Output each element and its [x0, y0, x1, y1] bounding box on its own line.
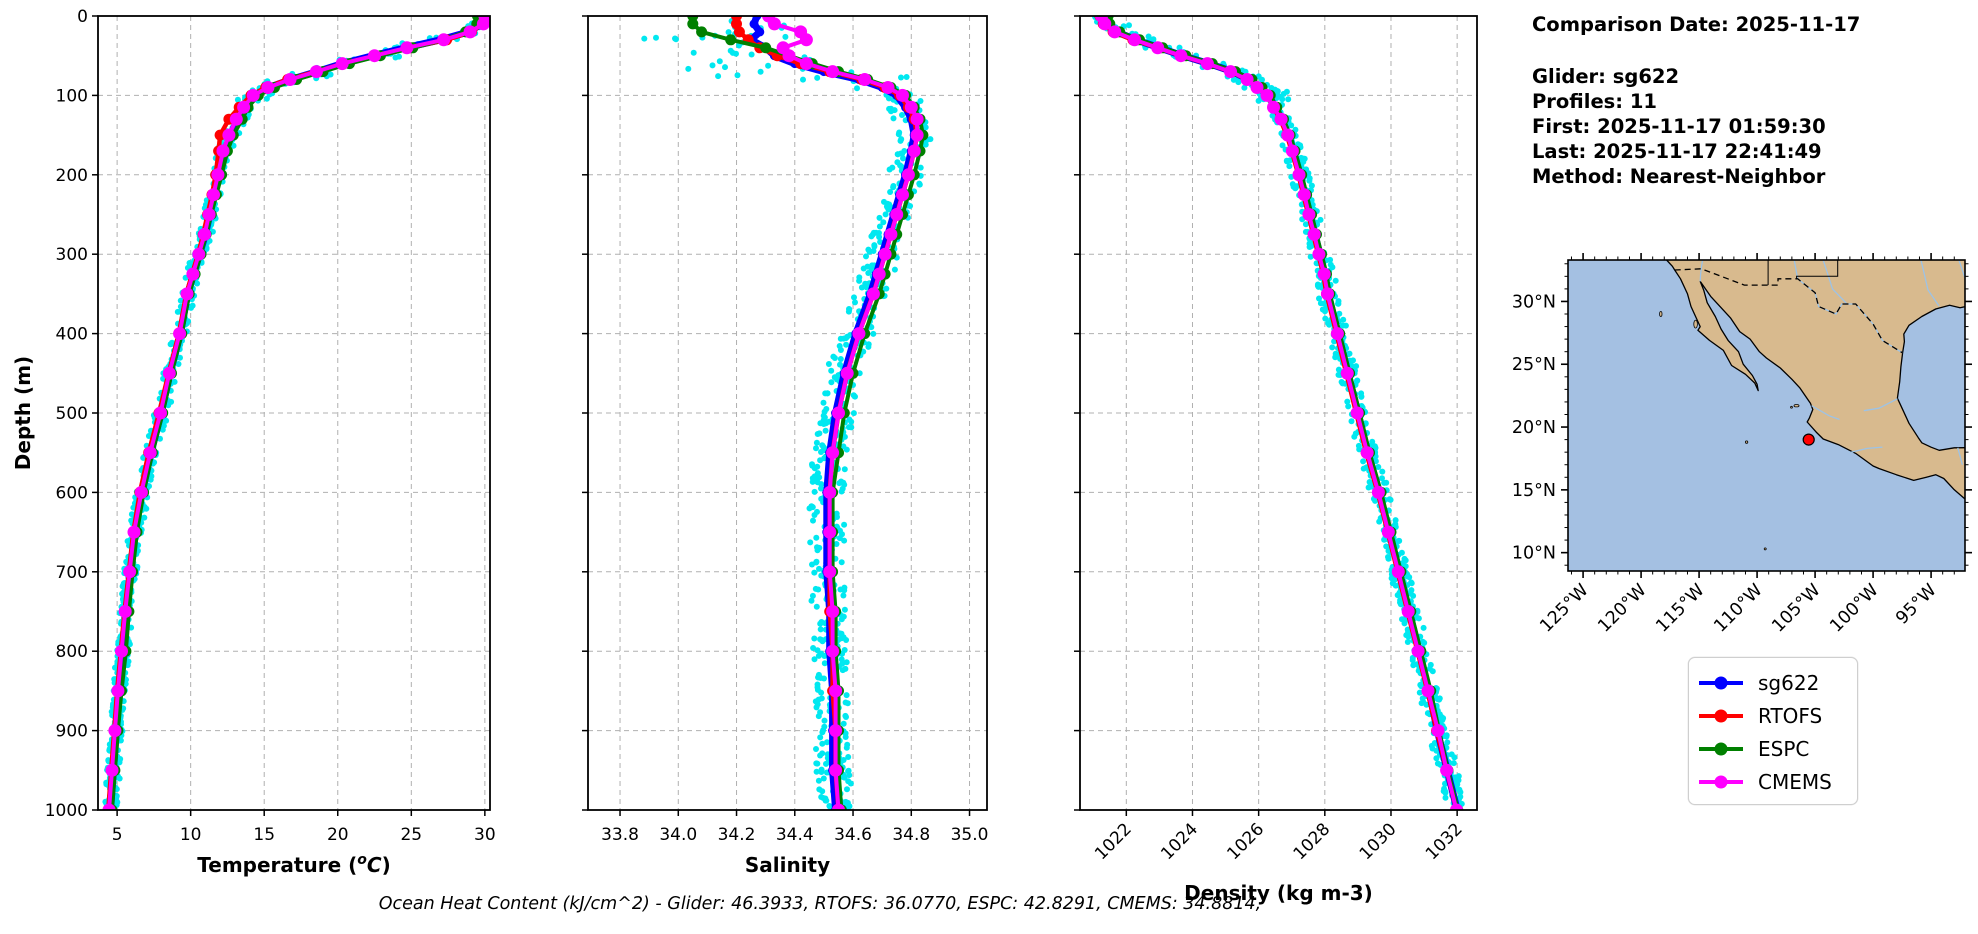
info-gap: [1532, 37, 1860, 64]
salinity-plot: 33.8 34.0 34.2 34.4 34.6 34.8 35.0 Salinity: [582, 15, 988, 877]
map-lon-label: 125°W: [1536, 580, 1592, 636]
svg-text:34.0: 34.0: [659, 825, 697, 845]
density-tick-labels: 1022 1024 1026 1028 1030 1032: [1091, 819, 1467, 864]
svg-text:1024: 1024: [1157, 819, 1202, 864]
legend-label: ESPC: [1758, 736, 1810, 761]
svg-text:15: 15: [253, 825, 275, 845]
legend-label: RTOFS: [1758, 703, 1823, 728]
map-lon-label: 110°W: [1710, 580, 1766, 636]
svg-text:200: 200: [56, 166, 88, 186]
svg-text:30: 30: [474, 825, 496, 845]
temperature-plot: 5 10 15 20 25 3001002003004005006007008009001…: [11, 7, 496, 877]
map-state-borders: [1767, 260, 1839, 286]
svg-text:25: 25: [400, 825, 422, 845]
legend-item-sg622: sg622: [1697, 666, 1847, 699]
temperature-tick-labels: 5 10 15 20 25 3001002003004005006007008009001…: [45, 7, 496, 845]
temperature-series-CMEMS: [102, 16, 490, 810]
svg-text:34.6: 34.6: [834, 825, 872, 845]
svg-text:5: 5: [112, 825, 123, 845]
svg-text:1022: 1022: [1091, 819, 1136, 864]
legend-label: CMEMS: [1758, 769, 1832, 794]
map-lon-label: 95°W: [1892, 580, 1940, 628]
svg-text:700: 700: [56, 563, 88, 583]
svg-text:800: 800: [56, 642, 88, 662]
profiles-count-text: Profiles: 11: [1532, 90, 1657, 113]
salinity-series-CMEMS: [762, 16, 924, 810]
svg-text:35.0: 35.0: [951, 825, 989, 845]
svg-text:1032: 1032: [1422, 819, 1467, 864]
density-xlabel: Density (kg m-3): [1184, 881, 1373, 905]
svg-text:10: 10: [180, 825, 202, 845]
svg-text:1028: 1028: [1290, 819, 1335, 864]
legend-marker-sg622: [1699, 676, 1743, 689]
map-us-mexico-border: [1674, 268, 1903, 354]
density-plot: 1022 1024 1026 1028 1030 1032 Density (kg m-3): [1074, 15, 1478, 905]
salinity-tick-labels: 33.8 34.0 34.2 34.4 34.6 34.8 35.0: [601, 825, 988, 845]
map-lat-label: 15°N: [1512, 481, 1556, 501]
legend-item-CMEMS: CMEMS: [1697, 765, 1847, 798]
ocean-heat-content-caption: Ocean Heat Content (kJ/cm^2) - Glider: 4…: [378, 894, 1262, 914]
salinity-glider-raw-scatter: [641, 16, 934, 810]
map-land: [1665, 260, 1965, 500]
map-lon-label: 120°W: [1594, 580, 1650, 636]
map-frame: [1567, 259, 1966, 572]
svg-text:100: 100: [56, 86, 88, 106]
legend-marker-RTOFS: [1699, 709, 1743, 722]
svg-text:1030: 1030: [1356, 819, 1401, 864]
svg-text:900: 900: [56, 722, 88, 742]
glider-position-marker: [1802, 433, 1815, 446]
density-series-CMEMS: [1095, 16, 1463, 810]
last-profile-text: Last: 2025-11-17 22:41:49: [1532, 140, 1822, 163]
svg-text:33.8: 33.8: [601, 825, 639, 845]
legend-item-ESPC: ESPC: [1697, 732, 1847, 765]
map-lon-label: 100°W: [1826, 580, 1882, 636]
svg-text:300: 300: [56, 245, 88, 265]
legend-item-RTOFS: RTOFS: [1697, 699, 1847, 732]
temperature-ticks: [92, 15, 486, 816]
svg-text:34.8: 34.8: [892, 825, 930, 845]
legend-box: sg622 RTOFS ESPC CMEMS: [1688, 657, 1858, 805]
map-islands: [1659, 311, 1800, 551]
map-lon-label: 115°W: [1652, 580, 1708, 636]
map-lat-label: 25°N: [1512, 355, 1556, 375]
map-ticks: [1561, 253, 1972, 578]
svg-text:0: 0: [77, 7, 88, 27]
svg-text:500: 500: [56, 404, 88, 424]
depth-axis-label: Depth (m): [11, 356, 35, 470]
method-text: Method: Nearest-Neighbor: [1532, 165, 1826, 188]
temperature-xlabel: Temperature (oC): [197, 852, 390, 877]
density-ticks: [1074, 15, 1458, 816]
map-lat-label: 20°N: [1512, 418, 1556, 438]
info-panel: Comparison Date: 2025-11-17 Glider: sg62…: [1532, 12, 1860, 189]
map-lat-label: 30°N: [1512, 292, 1556, 312]
location-map: 125°W 120°W 115°W 110°W 105°W 100°W 95°W 30°N 25…: [1512, 253, 1972, 637]
svg-text:34.4: 34.4: [776, 825, 814, 845]
first-profile-text: First: 2025-11-17 01:59:30: [1532, 115, 1826, 138]
svg-text:34.2: 34.2: [718, 825, 756, 845]
comparison-date-text: Comparison Date: 2025-11-17: [1532, 13, 1861, 36]
map-land-group: [1659, 260, 1965, 551]
svg-text:1000: 1000: [45, 801, 88, 821]
svg-text:600: 600: [56, 483, 88, 503]
svg-text:1026: 1026: [1223, 819, 1268, 864]
salinity-ticks: [582, 15, 971, 816]
map-lon-label: 105°W: [1768, 580, 1824, 636]
map-lat-label: 10°N: [1512, 544, 1556, 564]
legend-marker-CMEMS: [1699, 775, 1743, 788]
density-grid: [1080, 15, 1477, 811]
salinity-xlabel: Salinity: [745, 853, 830, 877]
legend-label: sg622: [1758, 670, 1820, 695]
glider-name-text: Glider: sg622: [1532, 65, 1680, 88]
svg-text:400: 400: [56, 325, 88, 345]
legend-marker-ESPC: [1699, 742, 1743, 755]
svg-text:20: 20: [327, 825, 349, 845]
